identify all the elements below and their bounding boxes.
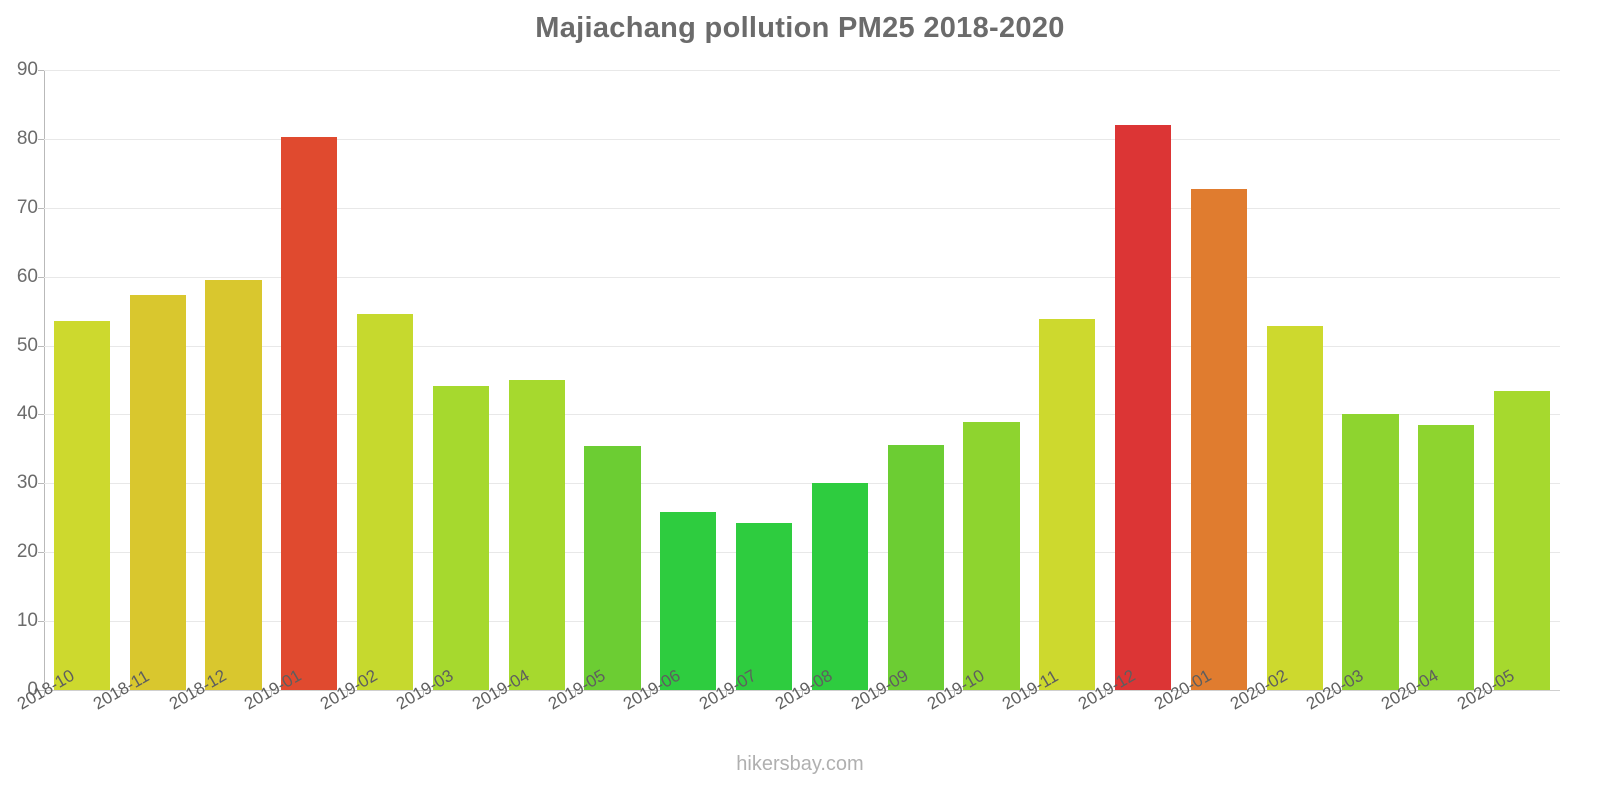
y-axis-tick-label: 10 <box>16 610 38 632</box>
x-axis-tick-mark <box>574 690 576 697</box>
y-axis-tick-mark <box>38 207 44 209</box>
x-axis-tick-mark <box>119 690 121 697</box>
y-axis-tick-label: 90 <box>16 59 38 80</box>
bar[interactable] <box>1266 325 1323 690</box>
x-axis-tick-mark <box>271 690 273 697</box>
bar[interactable] <box>963 422 1020 690</box>
x-axis-tick-mark <box>1256 690 1258 697</box>
y-axis-tick-label: 40 <box>16 403 38 425</box>
gridline <box>44 483 1560 485</box>
x-axis-tick-mark <box>650 690 652 697</box>
gridline <box>44 414 1560 416</box>
bar[interactable] <box>357 313 414 690</box>
y-axis-tick-mark <box>38 345 44 347</box>
bar[interactable] <box>129 295 186 690</box>
x-axis-tick-mark <box>1332 690 1334 697</box>
bar[interactable] <box>205 280 262 690</box>
gridline <box>44 621 1560 623</box>
bar[interactable] <box>1115 125 1172 690</box>
x-axis-tick-mark <box>953 690 955 697</box>
bar[interactable] <box>53 320 110 690</box>
y-axis-tick-label: 60 <box>16 265 38 287</box>
bar[interactable] <box>432 385 489 690</box>
y-axis-tick-mark <box>38 138 44 140</box>
bar[interactable] <box>584 446 641 690</box>
bar[interactable] <box>736 523 793 690</box>
x-axis-tick-mark <box>726 690 728 697</box>
bar[interactable] <box>1190 188 1247 690</box>
x-axis-tick-mark <box>423 690 424 697</box>
y-axis-line <box>44 70 45 693</box>
y-axis-tick-label: 0 <box>27 679 38 700</box>
chart-title: Majiachang pollution PM25 2018-2020 <box>535 12 1065 44</box>
x-axis-tick-mark <box>347 690 349 697</box>
x-axis-tick-mark <box>44 690 45 697</box>
gridline <box>44 276 1560 278</box>
y-axis-tick-mark <box>38 621 44 623</box>
x-axis-tick-mark <box>1105 690 1107 697</box>
y-axis-tick-label: 80 <box>16 127 38 149</box>
y-axis-tick-label: 50 <box>16 334 38 356</box>
plot-area <box>44 70 1560 690</box>
y-axis-tick-label: 30 <box>16 472 38 494</box>
x-axis-tick-mark <box>877 690 879 697</box>
y-axis-tick-mark <box>38 276 44 278</box>
bar[interactable] <box>1494 391 1551 690</box>
gridline <box>44 138 1560 140</box>
x-axis-tick-mark <box>802 690 803 697</box>
x-axis-tick-mark <box>1408 690 1410 697</box>
y-axis-tick-mark <box>38 414 44 416</box>
x-axis-tick-mark <box>1029 690 1031 697</box>
x-axis-tick-mark <box>1484 690 1486 697</box>
gridline <box>44 345 1560 347</box>
y-axis-tick-label: 70 <box>16 196 38 218</box>
gridline <box>44 207 1560 209</box>
bar[interactable] <box>508 380 565 690</box>
x-axis-tick-mark <box>195 690 197 697</box>
bar[interactable] <box>660 511 717 690</box>
bar[interactable] <box>887 444 944 690</box>
x-axis-tick-mark <box>1181 690 1182 697</box>
gridline <box>44 70 1560 71</box>
y-axis-tick-mark <box>38 552 44 554</box>
y-axis-tick-mark <box>38 70 44 71</box>
y-axis-tick-label: 20 <box>16 541 38 563</box>
bar[interactable] <box>1039 318 1096 690</box>
bar[interactable] <box>281 136 338 690</box>
y-axis-tick-group: 0 10 20 30 40 50 60 70 80 90 <box>0 0 44 800</box>
bar[interactable] <box>1342 413 1399 690</box>
gridline <box>44 552 1560 554</box>
footer-credit: hikersbay.com <box>736 753 864 775</box>
bar[interactable] <box>1418 424 1475 690</box>
y-axis-tick-mark <box>38 690 44 691</box>
bar[interactable] <box>811 482 868 690</box>
x-axis-tick-mark <box>498 690 500 697</box>
y-axis-tick-mark <box>38 483 44 485</box>
